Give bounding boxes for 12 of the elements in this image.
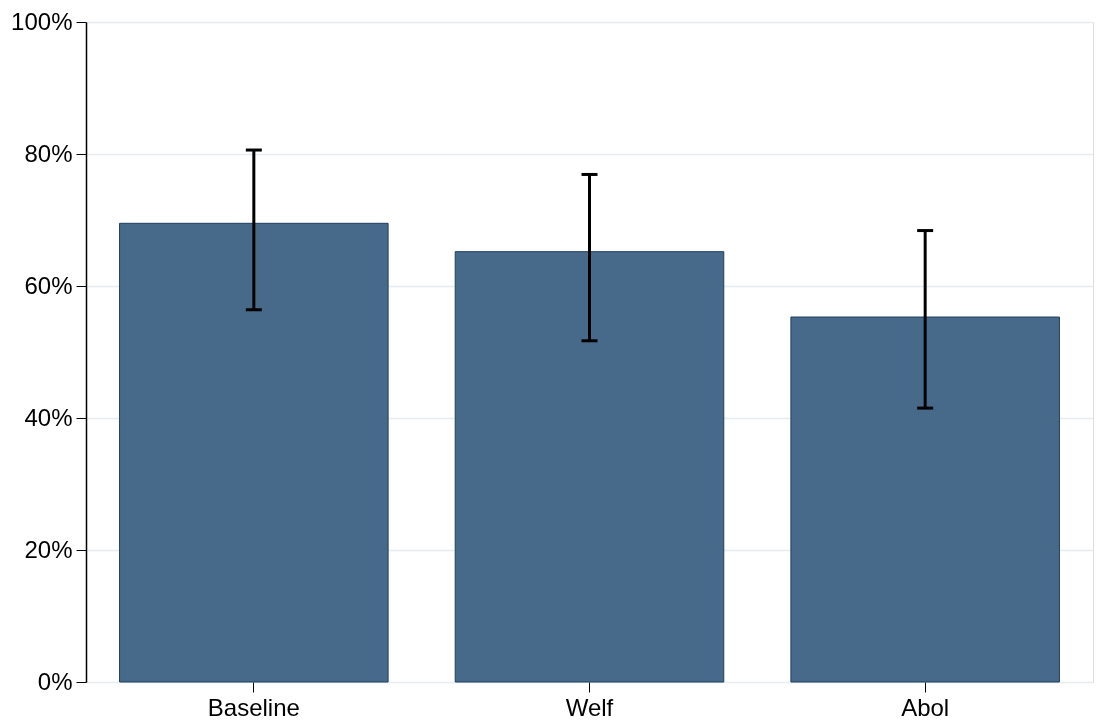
- x-tick-label: Abol: [901, 693, 950, 721]
- y-tick-label: 60%: [24, 271, 73, 299]
- y-tick-label: 20%: [24, 535, 73, 563]
- y-tick-label: 80%: [24, 139, 73, 167]
- y-tick-label: 0%: [37, 667, 73, 695]
- bar: [119, 222, 389, 683]
- x-tick-label: Baseline: [207, 693, 300, 721]
- x-tick-label: Welf: [565, 693, 614, 721]
- bar: [790, 316, 1060, 683]
- y-tick-label: 100%: [11, 7, 73, 35]
- bar: [454, 251, 725, 683]
- y-tick-label: 40%: [24, 403, 73, 431]
